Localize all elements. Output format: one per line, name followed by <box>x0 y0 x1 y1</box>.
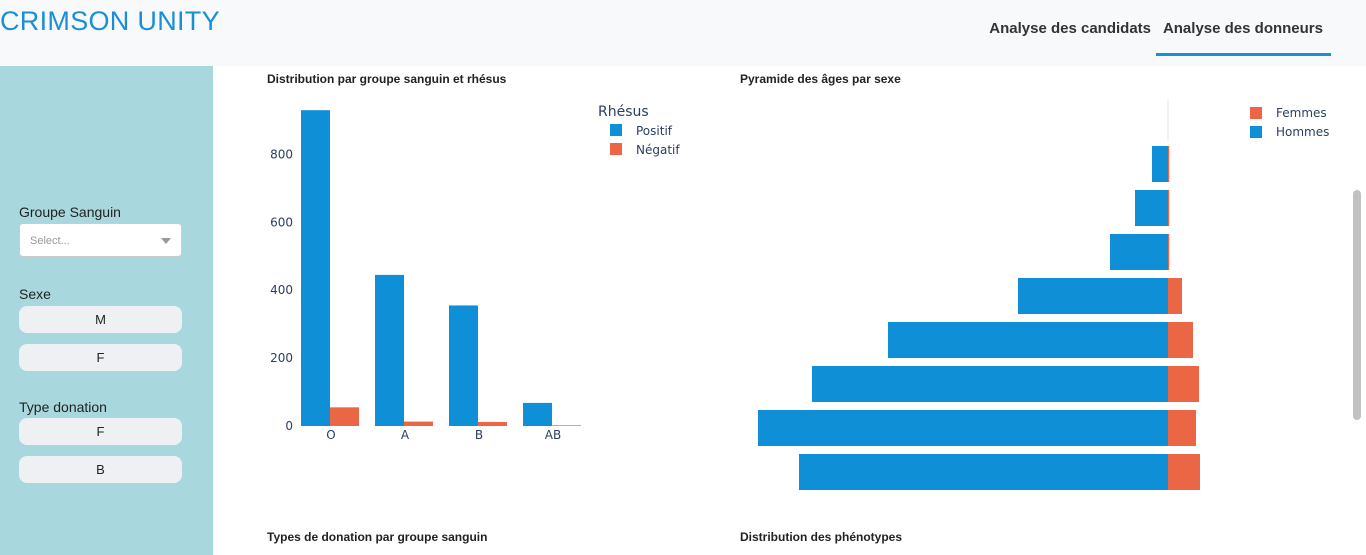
bar-négatif-o <box>330 407 359 426</box>
blood-group-placeholder: Select... <box>30 235 70 247</box>
bar-femmes-3 <box>1168 278 1182 314</box>
bar-femmes-7 <box>1168 454 1200 490</box>
legend-title: Rhésus <box>598 104 649 120</box>
blood-group-select[interactable]: Select... <box>19 223 182 257</box>
bar-positif-ab <box>523 402 552 426</box>
bar-femmes-6 <box>1168 410 1196 446</box>
bar-hommes-1 <box>1135 190 1168 226</box>
bar-hommes-4 <box>888 322 1168 358</box>
x-tick-label: A <box>401 428 410 442</box>
donation-type-option-b[interactable]: B <box>19 456 182 483</box>
legend-label: Négatif <box>636 143 680 157</box>
legend-label: Positif <box>636 124 673 138</box>
sex-label: Sexe <box>19 286 51 302</box>
bar-hommes-7 <box>799 454 1168 490</box>
bar-hommes-5 <box>812 366 1168 402</box>
top-navbar: CRIMSON UNITY Analyse des candidats Anal… <box>0 0 1366 66</box>
y-tick-label: 600 <box>270 215 293 229</box>
age-pyramid-chart: Femmes Hommes <box>758 100 1329 490</box>
legend-swatch <box>1250 126 1262 138</box>
bar-hommes-6 <box>758 410 1168 446</box>
y-tick-label: 400 <box>270 283 293 297</box>
y-tick-label: 0 <box>285 419 293 433</box>
donation-type-option-f[interactable]: F <box>19 418 182 445</box>
bar-négatif-ab <box>552 425 581 426</box>
bar-femmes-2 <box>1168 234 1170 270</box>
bar-négatif-a <box>404 421 433 426</box>
bar-positif-a <box>375 274 404 426</box>
bar-hommes-0 <box>1152 146 1168 182</box>
age-pyramid-chart-title: Pyramide des âges par sexe <box>740 72 901 86</box>
legend-swatch <box>610 143 622 155</box>
bar-hommes-2 <box>1110 234 1168 270</box>
blood-group-label: Groupe Sanguin <box>19 204 121 220</box>
legend-label: Femmes <box>1276 106 1327 120</box>
x-tick-label: B <box>475 428 483 442</box>
blood-group-chart-title: Distribution par groupe sanguin et rhésu… <box>267 72 507 86</box>
x-tick-label: O <box>326 428 335 442</box>
legend-swatch <box>610 124 622 136</box>
donation-type-label: Type donation <box>19 399 107 415</box>
y-tick-label: 200 <box>270 351 293 365</box>
bar-négatif-b <box>478 421 507 426</box>
legend-label: Hommes <box>1276 125 1329 139</box>
page-scrollbar[interactable] <box>1353 190 1361 420</box>
brand-logo[interactable]: CRIMSON UNITY <box>0 6 220 36</box>
chevron-down-icon[interactable] <box>161 238 171 244</box>
y-tick-label: 800 <box>270 147 293 161</box>
phenotype-chart-title: Distribution des phénotypes <box>740 530 903 544</box>
sex-option-m[interactable]: M <box>19 306 182 333</box>
legend-swatch <box>1250 107 1262 119</box>
filter-sidebar: Groupe Sanguin Select... Sexe M F Type d… <box>0 66 213 555</box>
bar-positif-b <box>449 305 478 426</box>
x-tick-label: AB <box>545 428 561 442</box>
bar-femmes-1 <box>1168 190 1170 226</box>
tab-candidates[interactable]: Analyse des candidats <box>989 20 1151 37</box>
bar-femmes-5 <box>1168 366 1199 402</box>
active-tab-indicator <box>1156 53 1331 56</box>
bar-femmes-0 <box>1168 146 1170 182</box>
bar-hommes-3 <box>1018 278 1168 314</box>
sex-option-f[interactable]: F <box>19 344 182 371</box>
bar-femmes-4 <box>1168 322 1193 358</box>
donation-type-chart-title: Types de donation par groupe sanguin <box>267 530 488 544</box>
tab-donors[interactable]: Analyse des donneurs <box>1162 20 1323 37</box>
bar-positif-o <box>301 110 330 426</box>
